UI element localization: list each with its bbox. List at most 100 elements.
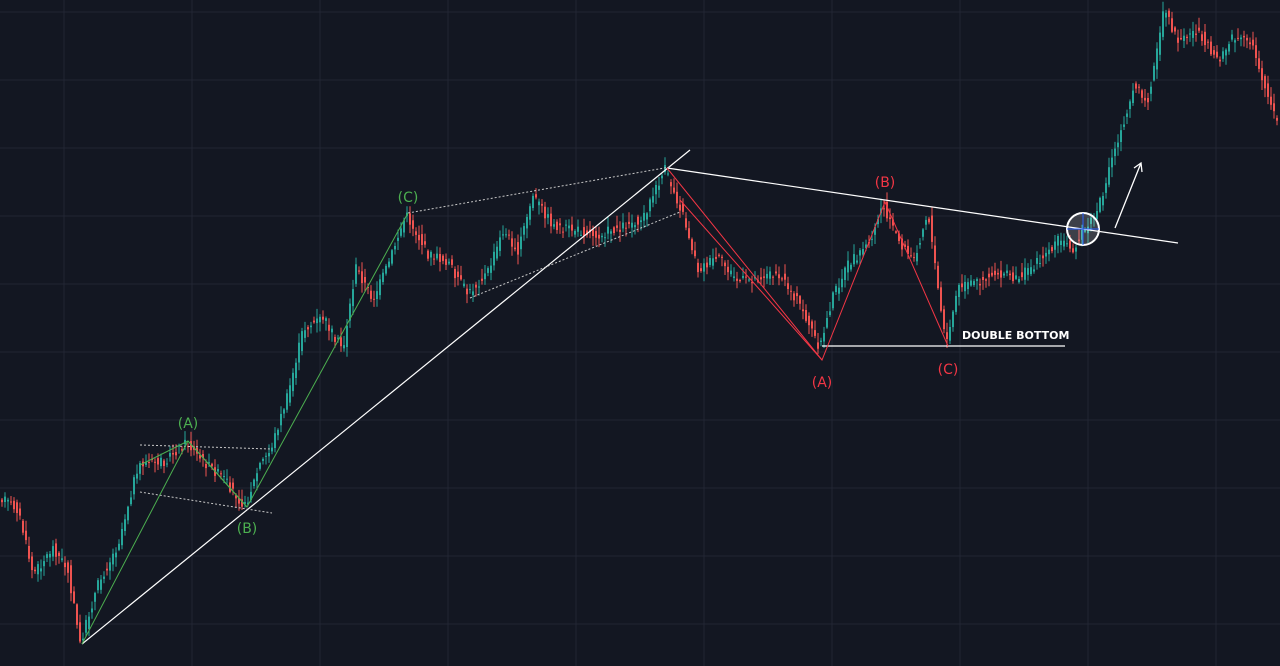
candle-body	[163, 460, 165, 466]
candle-body	[703, 263, 705, 272]
candle-body	[112, 553, 114, 565]
candle-body	[1, 499, 3, 503]
candle-body	[1048, 249, 1050, 255]
candle-body	[1084, 229, 1086, 232]
candle-body	[991, 272, 993, 276]
candle-body	[1078, 239, 1080, 241]
candle-body	[1273, 103, 1275, 112]
candle-body	[463, 283, 465, 287]
candle-body	[352, 289, 354, 307]
candle-body	[1195, 33, 1197, 35]
candle-body	[1072, 248, 1074, 253]
candle-body	[1105, 183, 1107, 193]
candle-body	[949, 327, 951, 341]
candle-body	[604, 237, 606, 239]
candle-body	[34, 569, 36, 572]
candle-body	[523, 226, 525, 235]
candle-body	[931, 215, 933, 242]
candle-body	[592, 229, 594, 236]
candle-body	[292, 372, 294, 392]
candle-body	[499, 237, 501, 251]
candle-body	[658, 185, 660, 190]
candle-body	[277, 429, 279, 436]
candle-body	[967, 282, 969, 290]
candle-body	[442, 255, 444, 261]
candle-body	[241, 499, 243, 507]
candle-body	[1030, 267, 1032, 275]
candle-body	[943, 309, 945, 330]
candle-body	[376, 291, 378, 299]
candle-body	[319, 316, 321, 323]
candle-body	[928, 218, 930, 223]
candle-body	[388, 261, 390, 267]
candle-body	[979, 283, 981, 286]
candle-body	[526, 217, 528, 229]
candle-body	[205, 464, 207, 469]
red-wave-label-c: (C)	[938, 362, 959, 378]
candle-body	[934, 245, 936, 264]
candle-body	[304, 330, 306, 338]
candle-body	[784, 273, 786, 280]
candle-body	[622, 222, 624, 229]
candle-body	[988, 273, 990, 278]
candle-body	[823, 332, 825, 342]
candle-body	[208, 462, 210, 464]
green-wave-label-a: (A)	[178, 416, 199, 432]
candle-body	[1042, 255, 1044, 259]
green-wave-label-b: (B)	[237, 521, 258, 537]
candle-body	[94, 592, 96, 602]
candle-body	[679, 204, 681, 211]
candle-body	[748, 279, 750, 281]
candle-body	[574, 231, 576, 235]
candle-body	[262, 458, 264, 461]
candle-body	[460, 275, 462, 280]
candle-body	[403, 220, 405, 233]
candle-body	[667, 173, 669, 175]
candle-body	[88, 616, 90, 629]
candle-body	[556, 221, 558, 230]
candle-body	[793, 293, 795, 301]
candle-body	[661, 175, 663, 179]
candle-body	[436, 253, 438, 259]
candle-body	[1096, 211, 1098, 219]
candle-body	[1192, 31, 1194, 38]
candle-body	[769, 271, 771, 279]
candle-body	[259, 463, 261, 469]
candle-body	[565, 224, 567, 226]
candle-body	[961, 283, 963, 288]
candle-body	[1204, 31, 1206, 46]
candle-body	[340, 337, 342, 347]
candle-body	[700, 268, 702, 271]
candle-body	[223, 476, 225, 477]
candle-body	[745, 276, 747, 278]
candle-body	[511, 238, 513, 247]
candle-body	[412, 220, 414, 229]
candle-body	[910, 255, 912, 257]
candle-body	[514, 247, 516, 250]
candle-body	[952, 311, 954, 328]
candle-body	[715, 256, 717, 259]
candle-body	[1264, 76, 1266, 89]
candle-body	[892, 219, 894, 226]
candle-body	[682, 203, 684, 212]
candle-body	[772, 276, 774, 278]
candle-body	[1207, 41, 1209, 43]
wedge-channel-upper	[407, 166, 671, 214]
candle-body	[997, 272, 999, 275]
candle-body	[616, 225, 618, 228]
candle-body	[544, 206, 546, 219]
candle-body	[4, 496, 6, 502]
candle-body	[709, 258, 711, 265]
candle-body	[898, 233, 900, 241]
candle-body	[229, 482, 231, 492]
candle-body	[310, 325, 312, 328]
candle-body	[1165, 12, 1167, 18]
candle-body	[31, 556, 33, 571]
candle-body	[688, 228, 690, 239]
candle-body	[859, 250, 861, 256]
candle-body	[124, 519, 126, 531]
candle-body	[1018, 279, 1020, 283]
candle-body	[325, 318, 327, 321]
candle-body	[1159, 32, 1161, 55]
